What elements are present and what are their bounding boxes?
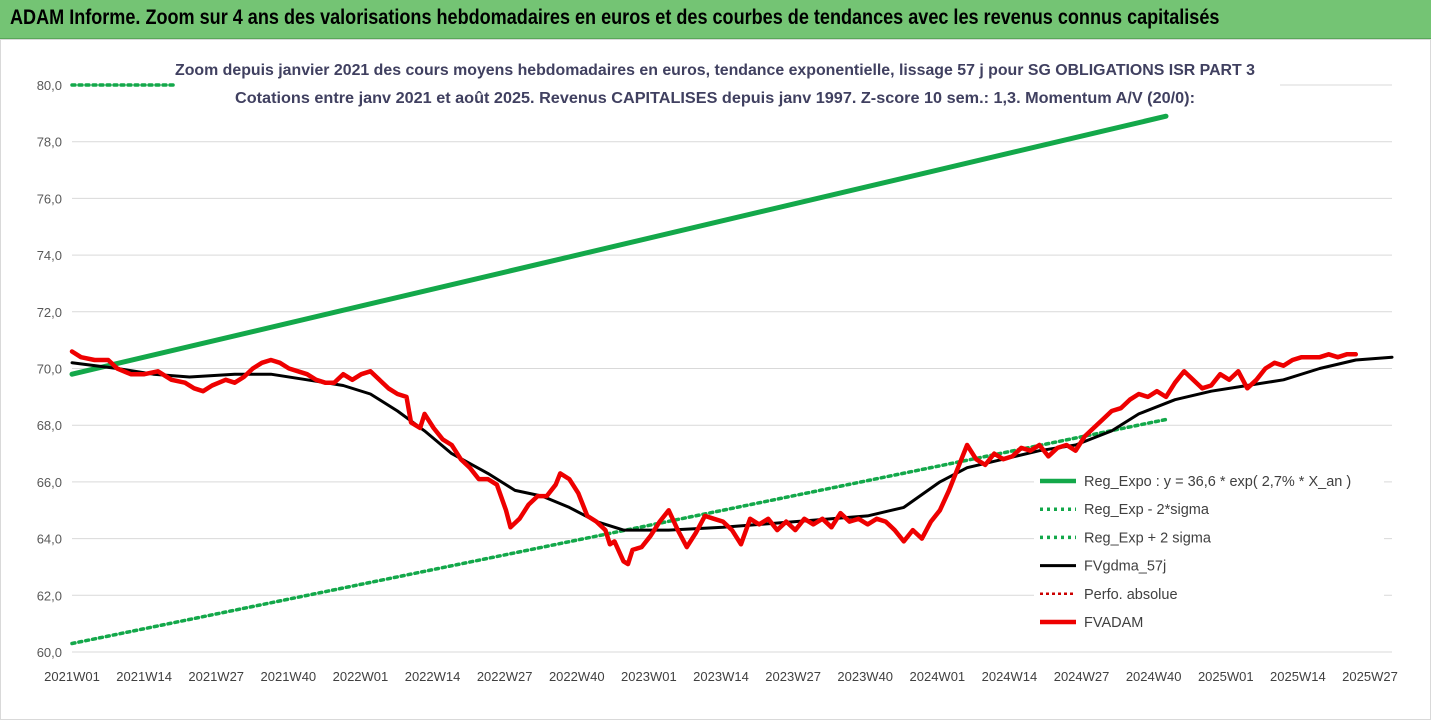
x-tick-label: 2021W01 xyxy=(44,669,100,684)
y-tick-label: 66,0 xyxy=(37,475,62,490)
legend-label: Perfo. absolue xyxy=(1084,587,1178,603)
y-tick-label: 76,0 xyxy=(37,191,62,206)
line-chart: 60,0 62,0 64,0 66,0 68,0 70,0 72,0 74,0 76,0 78,0… xyxy=(0,39,1431,720)
x-tick-label: 2023W40 xyxy=(837,669,893,684)
y-tick-label: 68,0 xyxy=(37,418,62,433)
x-tick-label: 2024W40 xyxy=(1126,669,1182,684)
y-tick-label: 74,0 xyxy=(37,248,62,263)
report-title: ADAM Informe. Zoom sur 4 ans des valoris… xyxy=(10,6,1220,29)
x-tick-label: 2021W40 xyxy=(261,669,317,684)
chart-title: Zoom depuis janvier 2021 des cours moyen… xyxy=(175,62,1255,79)
x-tick-label: 2025W27 xyxy=(1342,669,1398,684)
x-tick-label: 2022W40 xyxy=(549,669,605,684)
chart-area: 60,0 62,0 64,0 66,0 68,0 70,0 72,0 74,0 76,0 78,0… xyxy=(0,39,1431,720)
y-tick-label: 72,0 xyxy=(37,305,62,320)
legend-background xyxy=(1034,467,1384,637)
x-tick-label: 2023W14 xyxy=(693,669,749,684)
y-tick-label: 80,0 xyxy=(37,78,62,93)
x-tick-label: 2023W27 xyxy=(765,669,821,684)
x-tick-label: 2025W14 xyxy=(1270,669,1326,684)
x-tick-label: 2022W27 xyxy=(477,669,533,684)
legend-label: FVADAM xyxy=(1084,615,1143,631)
x-tick-label: 2023W01 xyxy=(621,669,677,684)
legend-label: Reg_Expo : y = 36,6 * exp( 2,7% * X_an ) xyxy=(1084,474,1351,490)
x-tick-label: 2025W01 xyxy=(1198,669,1254,684)
legend-label: Reg_Exp - 2*sigma xyxy=(1084,502,1210,518)
y-tick-label: 70,0 xyxy=(37,362,62,377)
y-axis-ticks: 60,0 62,0 64,0 66,0 68,0 70,0 72,0 74,0 76,0 78,0… xyxy=(37,78,62,660)
x-tick-label: 2021W14 xyxy=(116,669,172,684)
legend-label: FVgdma_57j xyxy=(1084,559,1166,575)
series-line-1 xyxy=(70,417,1168,646)
x-tick-label: 2024W27 xyxy=(1054,669,1110,684)
chart-legend: Reg_Expo : y = 36,6 * exp( 2,7% * X_an )… xyxy=(1034,467,1384,637)
y-tick-label: 64,0 xyxy=(37,532,62,547)
chart-subtitle: Cotations entre janv 2021 et août 2025. … xyxy=(235,90,1195,107)
y-tick-label: 78,0 xyxy=(37,135,62,150)
x-tick-label: 2022W14 xyxy=(405,669,461,684)
report-banner: ADAM Informe. Zoom sur 4 ans des valoris… xyxy=(0,0,1431,39)
y-tick-label: 62,0 xyxy=(37,588,62,603)
x-axis-ticks: 2021W01 2021W14 2021W27 2021W40 2022W01 2022W… xyxy=(44,669,1398,684)
y-tick-label: 60,0 xyxy=(37,645,62,660)
legend-label: Reg_Exp + 2 sigma xyxy=(1084,530,1212,546)
series-line-0 xyxy=(69,113,1169,377)
title-background xyxy=(175,57,1280,111)
x-tick-label: 2022W01 xyxy=(333,669,389,684)
series-line-5 xyxy=(69,349,1359,567)
x-tick-label: 2024W01 xyxy=(910,669,966,684)
x-tick-label: 2021W27 xyxy=(188,669,244,684)
x-tick-label: 2024W14 xyxy=(982,669,1038,684)
gridlines xyxy=(72,84,1392,653)
